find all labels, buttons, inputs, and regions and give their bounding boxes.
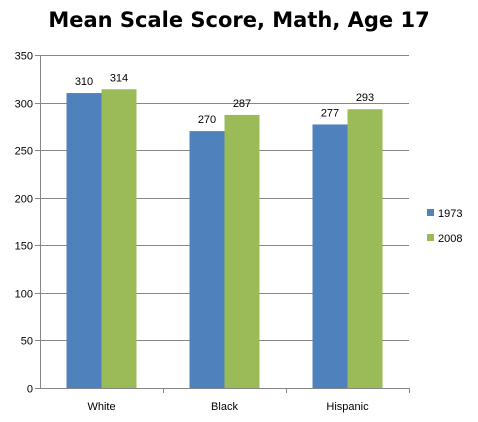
bars: [66, 89, 383, 389]
x-tick-label: White: [87, 401, 115, 413]
chart-title: Mean Scale Score, Math, Age 17: [48, 8, 430, 32]
y-tick-label: 250: [15, 146, 33, 158]
legend-swatch-2008: [427, 234, 434, 241]
bar-2008-black: [224, 114, 260, 388]
legend-label: 1973: [438, 208, 462, 220]
bar-1973-white: [66, 93, 102, 389]
x-tick-label: Hispanic: [326, 401, 369, 413]
data-label: 310: [75, 76, 93, 88]
x-tick-label: Black: [211, 401, 238, 413]
legend-label: 2008: [438, 233, 462, 245]
legend: 1973 2008: [427, 208, 462, 245]
y-tick-label: 200: [15, 194, 33, 206]
data-label: 287: [233, 98, 251, 110]
data-labels: 310 314 270 287 277 293: [75, 72, 374, 126]
y-tick-label: 50: [21, 336, 33, 348]
bar-2008-white: [101, 89, 137, 388]
data-label: 293: [356, 92, 374, 104]
y-tick-label: 0: [27, 384, 33, 396]
y-tick-label: 100: [15, 289, 33, 301]
bar-1973-black: [189, 131, 225, 388]
bar-1973-hispanic: [312, 124, 348, 388]
y-tick-label: 350: [15, 51, 33, 63]
legend-swatch-1973: [427, 209, 434, 216]
axes: 0 50 100 150 200 250 300 350 White Black Hispanic: [15, 51, 410, 413]
data-label: 277: [321, 107, 339, 119]
bar-2008-hispanic: [347, 109, 383, 388]
data-label: 270: [198, 114, 216, 126]
y-tick-label: 300: [15, 99, 33, 111]
y-tick-label: 150: [15, 241, 33, 253]
data-label: 314: [110, 72, 128, 84]
